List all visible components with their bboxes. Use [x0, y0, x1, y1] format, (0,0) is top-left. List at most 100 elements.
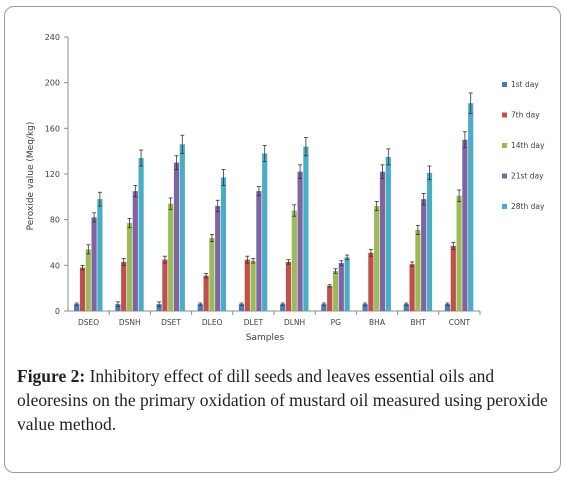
error-bar [215, 199, 220, 213]
bar [379, 171, 386, 311]
x-category-label: BHT [411, 318, 427, 327]
error-bar [174, 155, 179, 170]
bar [291, 210, 297, 311]
error-bar [86, 244, 91, 255]
error-bar [157, 301, 162, 307]
y-tick-label: 40 [50, 261, 60, 270]
error-bar [374, 200, 379, 211]
error-bar [404, 302, 409, 306]
bar [238, 304, 245, 311]
error-bar [121, 258, 126, 266]
bar [374, 205, 380, 311]
x-axis-label: Samples [246, 333, 285, 343]
legend-label: 21st day [511, 172, 544, 181]
bar [197, 304, 203, 311]
error-bar [280, 302, 285, 306]
legend-label: 7th day [511, 111, 540, 120]
error-bar [327, 284, 332, 288]
x-category-label: BHA [369, 318, 386, 327]
x-category-label: DSET [161, 318, 181, 327]
error-bar [204, 272, 209, 279]
bar [203, 275, 209, 311]
bar [121, 261, 127, 311]
error-bar [74, 302, 79, 306]
bar [338, 263, 344, 311]
error-bar [421, 193, 426, 206]
legend-swatch [502, 204, 507, 209]
bar [215, 205, 221, 311]
error-bar [127, 218, 132, 229]
x-category-label: PG [331, 318, 342, 327]
bar [368, 252, 374, 311]
bar [344, 257, 350, 311]
bar [256, 191, 262, 311]
figure-caption: Figure 2: Inhibitory effect of dill seed… [17, 364, 553, 436]
error-bar [303, 137, 308, 157]
x-category-label: DLEO [202, 318, 223, 327]
peroxide-bar-chart: 0 40 80 120 160 200 240 DSEO DSNH DSET DLEO DLET DLN… [26, 33, 545, 343]
y-axis-label: Peroxide value (Meq/kg) [26, 122, 36, 231]
bar [244, 259, 250, 311]
y-tick-label: 160 [45, 124, 60, 133]
x-category-label: DSNH [119, 318, 141, 327]
bar [85, 249, 91, 311]
bar [132, 191, 138, 311]
error-bar [427, 165, 432, 181]
error-bar [345, 254, 350, 261]
error-bar [468, 92, 473, 114]
error-bar [168, 197, 173, 210]
error-bar [321, 302, 326, 306]
error-bar [368, 248, 373, 257]
bar [456, 195, 462, 311]
error-bar [133, 185, 138, 198]
bar [285, 261, 292, 311]
error-bar [251, 258, 256, 264]
caption-label: Figure 2: [17, 366, 86, 386]
error-bar [221, 169, 226, 186]
bar [209, 237, 215, 311]
error-bar [410, 261, 415, 267]
error-bar [292, 204, 297, 217]
error-bar [457, 189, 462, 202]
y-tick-label: 240 [45, 33, 60, 42]
error-bar [298, 164, 303, 179]
error-bar [239, 302, 244, 306]
bar [126, 223, 133, 311]
bar [74, 304, 80, 311]
y-tick-label: 0 [55, 307, 60, 316]
bar [403, 304, 409, 311]
bar [444, 304, 451, 311]
bar [97, 199, 103, 311]
y-tick-label: 120 [45, 170, 60, 179]
bar [421, 199, 427, 311]
bar [162, 259, 168, 311]
bar [168, 203, 174, 311]
bar [303, 146, 309, 311]
legend-label: 28th day [511, 202, 545, 211]
error-bar [97, 191, 102, 207]
bar [280, 304, 286, 311]
legend-swatch [502, 173, 507, 179]
bar [468, 103, 474, 311]
bar [385, 156, 391, 311]
error-bar [451, 242, 456, 250]
bar [138, 158, 144, 311]
chart-bars [74, 92, 474, 311]
legend-swatch [502, 143, 507, 148]
legend-label: 1st day [511, 80, 539, 89]
error-bar [363, 302, 368, 306]
error-bar [445, 302, 450, 306]
y-tick-label: 80 [50, 216, 60, 225]
bar [179, 144, 185, 311]
error-bar [180, 134, 185, 154]
bar [462, 139, 468, 311]
caption-text: Inhibitory effect of dill seeds and leav… [17, 366, 548, 434]
legend-swatch [502, 112, 507, 118]
x-category-label: DLNH [284, 318, 305, 327]
error-bar [256, 186, 261, 197]
error-bar [245, 255, 250, 264]
bar [262, 153, 268, 311]
bar [115, 304, 121, 311]
bar [415, 229, 421, 311]
error-bar [415, 224, 420, 235]
